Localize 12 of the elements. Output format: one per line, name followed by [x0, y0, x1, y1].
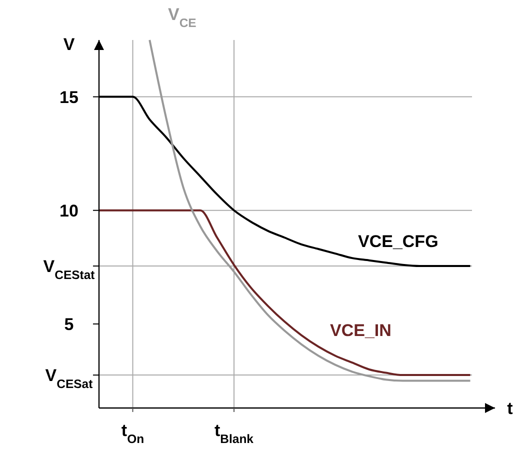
x-tick-label: t$_{On}$: [121, 421, 144, 446]
y-tick-label: V$_{CESat}$: [45, 366, 93, 392]
x-tick-label: t$_{Blank}$: [214, 421, 254, 446]
series-label: VCE_CFG: [358, 232, 438, 251]
y-tick-label: 10: [60, 201, 78, 220]
y-axis-title: V: [63, 35, 76, 54]
y-tick-label: 15: [60, 88, 78, 107]
y-tick-label: 5: [64, 314, 74, 334]
series-label: V$_{CE}$: [168, 5, 196, 30]
x-axis-title: t: [507, 399, 514, 418]
y-tick-label: V$_{CEStat}$: [43, 257, 95, 282]
series-label: VCE_IN: [330, 321, 392, 340]
